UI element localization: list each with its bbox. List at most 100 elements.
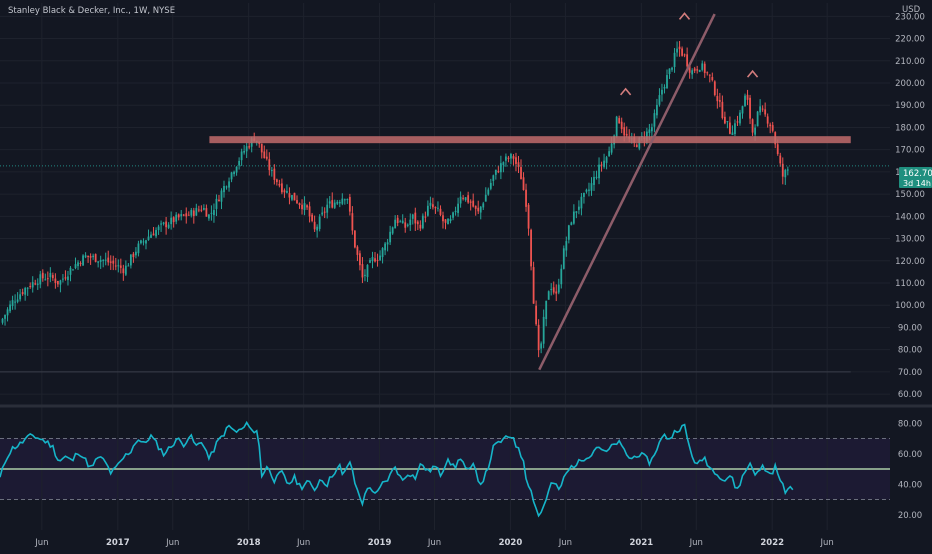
candle-body bbox=[452, 212, 454, 218]
candle-body bbox=[555, 291, 558, 294]
candle-body bbox=[283, 190, 286, 193]
candle-body bbox=[761, 108, 764, 110]
candle-body bbox=[336, 201, 339, 204]
candle-body bbox=[361, 264, 364, 278]
candle-body bbox=[394, 219, 397, 229]
candle-body bbox=[623, 127, 626, 136]
candle-body bbox=[16, 299, 19, 302]
candle-body bbox=[313, 221, 316, 230]
candle-body bbox=[658, 95, 661, 105]
candle-body bbox=[666, 75, 668, 89]
price-tick-label: 80.00 bbox=[898, 346, 922, 356]
candle-body bbox=[353, 230, 356, 248]
candle-body bbox=[764, 109, 767, 115]
candle-body bbox=[291, 195, 293, 200]
candle-body bbox=[688, 64, 691, 73]
candle-body bbox=[364, 274, 366, 276]
candle-body bbox=[781, 163, 784, 177]
candle-body bbox=[145, 240, 147, 244]
candle-body bbox=[92, 255, 95, 258]
candle-body bbox=[248, 146, 251, 148]
candle-body bbox=[187, 214, 190, 216]
candle-body bbox=[588, 189, 590, 191]
candle-body bbox=[708, 74, 711, 76]
candle-body bbox=[321, 212, 324, 215]
candle-body bbox=[426, 205, 429, 216]
candle-body bbox=[421, 215, 424, 229]
candle-body bbox=[575, 211, 578, 213]
candle-body bbox=[311, 214, 314, 221]
candle-body bbox=[716, 96, 719, 102]
price-tick-label: 90.00 bbox=[898, 323, 922, 333]
candle-body bbox=[233, 171, 235, 175]
candle-body bbox=[557, 284, 560, 293]
candle-body bbox=[605, 157, 608, 163]
candle-body bbox=[162, 222, 165, 224]
candle-body bbox=[175, 214, 178, 222]
candle-body bbox=[54, 278, 57, 283]
peak-caret-icon bbox=[620, 87, 632, 96]
candle-body bbox=[562, 248, 565, 269]
candle-body bbox=[615, 116, 618, 137]
time-tick-label: Jun bbox=[558, 538, 572, 548]
candle-body bbox=[281, 183, 283, 193]
candle-body bbox=[776, 144, 779, 154]
candle-body bbox=[135, 251, 137, 256]
candle-body bbox=[744, 95, 746, 107]
candle-body bbox=[89, 255, 92, 258]
candle-body bbox=[779, 155, 782, 164]
time-tick-label: Jun bbox=[296, 538, 310, 548]
candle-body bbox=[585, 189, 588, 192]
candle-body bbox=[681, 48, 683, 56]
candle-body bbox=[41, 272, 44, 279]
price-tick-label: 200.00 bbox=[895, 79, 925, 89]
candle-body bbox=[245, 146, 248, 152]
candle-body bbox=[230, 172, 233, 180]
candle-body bbox=[535, 305, 538, 325]
candle-body bbox=[343, 199, 346, 201]
candle-body bbox=[4, 314, 6, 319]
candle-body bbox=[540, 343, 543, 349]
price-tick-label: 230.00 bbox=[895, 12, 925, 22]
candle-body bbox=[572, 211, 575, 224]
candle-body bbox=[384, 243, 386, 251]
currency-label: USD bbox=[902, 5, 921, 15]
candle-body bbox=[437, 207, 439, 209]
resistance-line bbox=[209, 136, 851, 144]
candle-body bbox=[213, 210, 215, 216]
candle-body bbox=[72, 269, 74, 271]
candle-body bbox=[663, 87, 666, 89]
candle-body bbox=[711, 77, 714, 81]
candle-body bbox=[298, 203, 301, 206]
time-tick-label: Jun bbox=[34, 538, 48, 548]
candle-body bbox=[79, 263, 82, 265]
time-tick-label: 2018 bbox=[237, 538, 261, 548]
candle-body bbox=[195, 207, 198, 216]
candle-body bbox=[464, 197, 467, 201]
candle-body bbox=[303, 203, 306, 211]
candle-body bbox=[406, 224, 409, 226]
candle-body bbox=[275, 179, 278, 183]
candle-body bbox=[439, 208, 442, 215]
candle-body bbox=[51, 275, 54, 279]
candle-body bbox=[661, 89, 663, 95]
candle-body bbox=[472, 200, 475, 207]
candle-body bbox=[374, 258, 376, 262]
candle-body bbox=[754, 127, 756, 135]
candle-body bbox=[580, 196, 583, 209]
candle-body bbox=[648, 129, 651, 133]
candle-body bbox=[348, 197, 351, 212]
candle-body bbox=[273, 168, 276, 180]
price-tick-label: 150.00 bbox=[895, 190, 925, 200]
candle-body bbox=[386, 242, 389, 245]
candle-body bbox=[401, 220, 404, 224]
candle-body bbox=[583, 192, 585, 197]
candle-body bbox=[331, 200, 334, 208]
candle-body bbox=[369, 260, 371, 263]
candle-body bbox=[542, 316, 545, 344]
time-tick-label: 2021 bbox=[629, 538, 653, 548]
candle-body bbox=[442, 215, 444, 222]
candle-body bbox=[379, 255, 381, 261]
candle-body bbox=[454, 210, 457, 212]
candle-body bbox=[650, 127, 653, 132]
